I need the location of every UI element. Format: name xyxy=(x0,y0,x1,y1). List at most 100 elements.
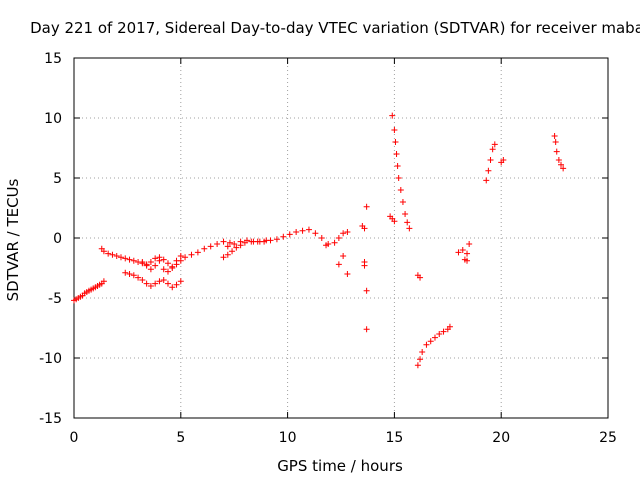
data-point xyxy=(177,278,184,285)
data-point xyxy=(423,341,430,348)
data-point xyxy=(224,251,231,258)
data-point xyxy=(109,251,116,258)
data-point xyxy=(293,229,300,235)
data-point xyxy=(363,203,370,210)
y-tick-label: -10 xyxy=(39,351,62,367)
data-point xyxy=(363,287,370,294)
chart-title: Day 221 of 2017, Sidereal Day-to-day VTE… xyxy=(30,19,640,37)
data-point xyxy=(143,262,150,269)
data-point xyxy=(220,238,227,245)
data-point xyxy=(363,326,370,333)
data-point xyxy=(147,259,154,265)
data-point xyxy=(551,133,558,139)
data-point xyxy=(117,254,124,261)
x-tick-label: 25 xyxy=(599,430,617,446)
data-point xyxy=(318,235,325,241)
series-seg13 xyxy=(455,241,473,264)
data-point xyxy=(489,146,496,153)
data-point xyxy=(139,277,146,283)
data-point xyxy=(404,219,411,226)
data-point xyxy=(485,167,492,174)
data-point xyxy=(147,266,154,273)
data-point xyxy=(100,248,107,255)
data-point xyxy=(286,231,293,238)
data-point xyxy=(446,323,453,330)
series-seg12 xyxy=(414,272,424,281)
series-seg6 xyxy=(224,237,270,250)
series-seg4 xyxy=(139,238,233,275)
data-point xyxy=(126,271,133,277)
data-point xyxy=(169,284,176,291)
data-point xyxy=(135,274,142,281)
data-point xyxy=(417,356,424,363)
data-point xyxy=(194,249,201,256)
data-point xyxy=(231,241,238,247)
data-point xyxy=(126,256,133,263)
data-point xyxy=(280,233,287,240)
data-point xyxy=(156,257,163,264)
y-tick-label: -15 xyxy=(39,411,62,427)
data-point xyxy=(244,237,251,244)
data-point xyxy=(173,281,180,288)
data-point xyxy=(436,331,443,337)
series-seg11 xyxy=(414,323,453,369)
data-point xyxy=(224,243,231,250)
data-point xyxy=(344,229,351,235)
data-point xyxy=(152,262,159,269)
series-seg1 xyxy=(71,278,107,304)
data-point xyxy=(214,241,221,247)
x-tick-label: 15 xyxy=(385,430,403,446)
data-point xyxy=(455,249,462,256)
y-tick-label: -5 xyxy=(48,291,62,307)
series-seg2 xyxy=(98,245,184,270)
data-point xyxy=(464,250,471,257)
y-tick-label: 10 xyxy=(44,111,62,127)
data-point xyxy=(130,272,137,279)
data-point xyxy=(553,148,560,155)
data-point xyxy=(431,334,438,341)
data-point xyxy=(164,260,171,267)
x-tick-label: 0 xyxy=(70,430,79,446)
data-point xyxy=(344,271,351,277)
data-point xyxy=(305,226,312,233)
data-point xyxy=(164,280,171,287)
data-point xyxy=(395,175,402,181)
x-tick-label: 10 xyxy=(279,430,297,446)
y-axis: -15 -10 -5 0 5 10 15 xyxy=(39,51,608,427)
data-point xyxy=(160,277,167,283)
data-point xyxy=(331,239,338,246)
data-point xyxy=(100,278,107,285)
series-seg10 xyxy=(387,213,398,225)
data-point xyxy=(464,257,471,264)
data-point xyxy=(552,139,559,145)
data-point xyxy=(177,257,184,264)
data-point xyxy=(391,127,398,133)
data-point xyxy=(558,161,565,168)
data-point xyxy=(312,230,319,237)
data-point xyxy=(555,157,562,163)
data-point xyxy=(483,177,490,184)
data-point xyxy=(335,235,342,241)
data-point xyxy=(361,225,368,232)
y-tick-label: 15 xyxy=(44,51,62,67)
data-point xyxy=(440,328,447,335)
x-axis: 0 5 10 15 20 25 xyxy=(70,58,617,446)
data-point xyxy=(402,211,409,217)
data-point xyxy=(233,244,240,251)
data-point xyxy=(340,230,347,237)
data-point xyxy=(237,238,244,245)
data-point xyxy=(560,165,567,172)
data-point xyxy=(394,163,401,169)
data-point xyxy=(250,238,257,245)
data-point xyxy=(299,227,306,234)
data-point xyxy=(399,199,406,205)
data-point xyxy=(152,255,159,262)
data-point xyxy=(188,251,195,258)
series-seg9 xyxy=(389,112,413,232)
data-point xyxy=(173,261,180,268)
data-point xyxy=(160,266,167,273)
data-point xyxy=(105,250,112,257)
data-point xyxy=(417,274,424,281)
data-point xyxy=(273,236,280,243)
data-point xyxy=(143,280,150,287)
